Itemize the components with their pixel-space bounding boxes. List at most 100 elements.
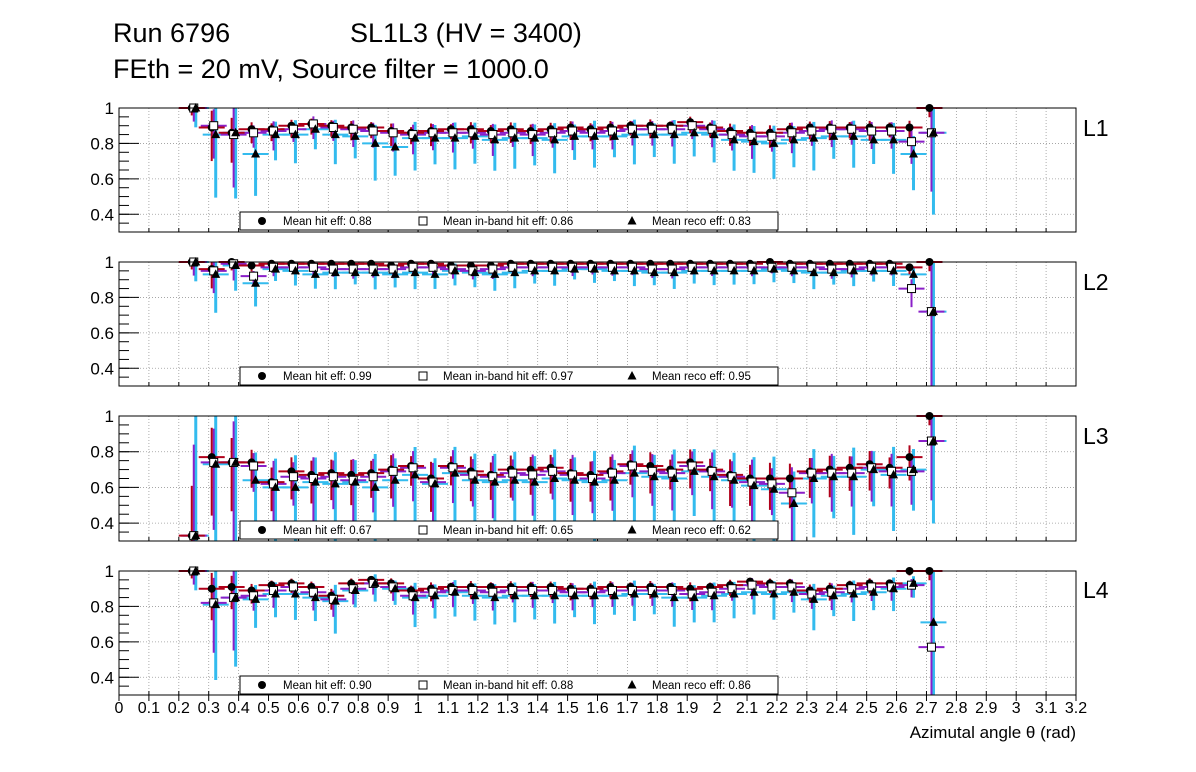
data-point-triangle: [769, 589, 779, 598]
data-point-square: [847, 584, 857, 594]
data-point-triangle: [231, 457, 241, 466]
y-tick-label: 1: [105, 99, 114, 118]
data-point-triangle: [350, 477, 360, 486]
data-point-square: [548, 466, 558, 476]
data-point-triangle: [251, 475, 261, 484]
plot-frame: [118, 415, 1077, 542]
data-point-square: [508, 128, 518, 138]
data-point-square: [568, 470, 578, 480]
data-point-triangle: [689, 265, 699, 275]
data-point-triangle: [330, 129, 340, 139]
data-point-triangle: [450, 468, 460, 477]
legend-hit-label: Mean hit eff: 0.88: [283, 216, 372, 228]
data-point-square: [707, 466, 717, 476]
data-point-circle: [227, 582, 236, 591]
data-point-square: [328, 472, 338, 482]
data-point-triangle: [550, 473, 560, 482]
data-point-square: [308, 262, 318, 272]
data-point-triangle: [430, 269, 440, 278]
data-point-triangle: [390, 583, 400, 593]
data-point-square: [308, 587, 318, 597]
data-point-square: [368, 472, 378, 482]
data-point-square: [548, 585, 558, 595]
data-point-triangle: [809, 473, 819, 482]
x-tick-label: 3.1: [1035, 700, 1057, 717]
data-point-triangle: [470, 131, 480, 140]
data-point-triangle: [609, 590, 619, 600]
data-point-triangle: [889, 134, 899, 144]
x-tick-label: 2.4: [826, 700, 848, 717]
x-tick-label: 0.3: [198, 700, 220, 717]
data-point-triangle: [450, 587, 460, 596]
y-tick-label: 0.6: [90, 633, 114, 652]
data-point-square: [408, 463, 418, 473]
data-point-square: [488, 264, 498, 274]
data-point-square: [488, 472, 498, 482]
data-point-circle: [905, 453, 914, 462]
data-point-square: [428, 128, 438, 138]
data-point-triangle: [669, 267, 679, 277]
data-point-triangle: [430, 478, 440, 488]
data-point-square: [468, 585, 478, 595]
data-point-square: [787, 488, 797, 498]
data-point-triangle: [290, 265, 300, 275]
data-point-triangle: [769, 484, 779, 493]
data-point-square: [348, 124, 358, 134]
data-point-square: [867, 582, 877, 592]
legend-hit-marker: [258, 681, 266, 689]
data-point-triangle: [191, 566, 201, 575]
data-point-triangle: [749, 480, 759, 490]
x-tick-label: 2.3: [796, 700, 818, 717]
x-tick-label: 1.1: [437, 700, 459, 717]
data-point-square: [827, 124, 837, 134]
data-point-circle: [905, 123, 914, 132]
x-tick-label: 2.8: [945, 700, 967, 717]
legend-box: [239, 520, 779, 540]
data-point-triangle: [490, 477, 500, 486]
data-point-triangle: [928, 617, 938, 626]
data-point-square: [468, 470, 478, 480]
x-tick-label: 1.4: [527, 700, 549, 717]
x-tick-label: 2.6: [885, 700, 907, 717]
data-point-triangle: [789, 134, 799, 144]
y-tick-label: 0.8: [90, 597, 114, 616]
x-tick-label: 1.2: [467, 700, 489, 717]
legend-reco-marker: [627, 216, 637, 225]
data-point-triangle: [430, 590, 440, 600]
data-point-triangle: [290, 129, 300, 139]
data-point-square: [667, 468, 677, 478]
data-point-square: [388, 128, 398, 138]
data-point-circle: [905, 263, 914, 272]
data-point-triangle: [271, 482, 281, 491]
x-tick-label: 0.1: [138, 700, 160, 717]
data-point-triangle: [909, 149, 919, 158]
data-point-triangle: [629, 265, 639, 275]
x-tick-label: 0: [115, 700, 124, 717]
layer-panel-l1: 0.4 0.6 0.8 1 L1 Mean hit eff: 0.88 Mean in-ba…: [90, 99, 1109, 233]
y-tick-label: 0.4: [90, 205, 114, 224]
data-point-triangle: [729, 265, 739, 275]
y-tick-label: 0.8: [90, 134, 114, 153]
y-tick-label: 0.8: [90, 443, 114, 462]
data-point-square: [488, 587, 498, 597]
data-point-triangle: [590, 590, 600, 600]
data-point-square: [368, 126, 378, 136]
data-point-triangle: [829, 131, 839, 140]
data-point-square: [647, 466, 657, 476]
data-point-square: [807, 126, 817, 136]
data-point-triangle: [570, 131, 580, 140]
layer-label: L3: [1083, 423, 1109, 449]
data-point-triangle: [629, 129, 639, 139]
data-point-triangle: [370, 267, 380, 277]
y-tick-label: 1: [105, 407, 114, 426]
data-points: [187, 412, 938, 541]
legend-hit-marker: [258, 217, 266, 225]
data-point-square: [667, 124, 677, 134]
x-tick-label: 0.4: [228, 700, 250, 717]
legend-hit-marker: [258, 372, 266, 380]
data-point-triangle: [231, 127, 241, 137]
data-point-triangle: [909, 464, 919, 474]
data-point-square: [787, 128, 797, 138]
legend-reco-marker: [627, 371, 637, 380]
